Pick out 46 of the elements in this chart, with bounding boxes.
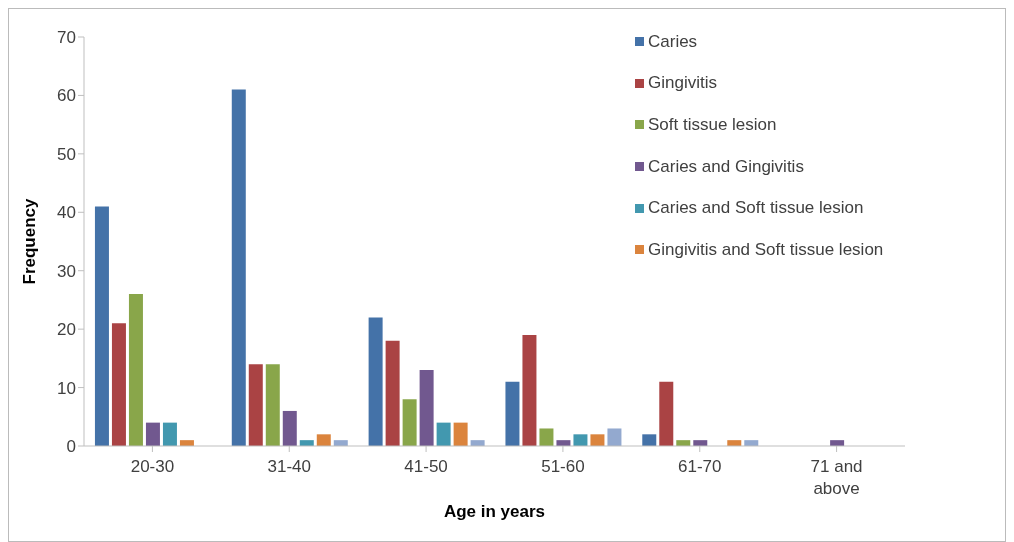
bar [231,89,246,446]
bar [368,317,383,446]
legend-label: Soft tissue lesion [648,114,777,135]
bar [385,340,400,446]
y-tick-label: 0 [66,437,76,457]
x-tick-label: 31-40 [267,457,311,476]
legend-label: Gingivitis [648,73,717,94]
bar [659,381,674,446]
bar [402,399,417,446]
x-tick-label: 71 and above [810,457,863,498]
bar [419,370,434,446]
bar [111,323,126,446]
bar [128,294,143,446]
bar [642,434,657,446]
y-tick-label: 20 [57,320,76,340]
x-tick-label: 51-60 [541,457,585,476]
x-tick-label: 20-30 [130,457,175,476]
y-tick-label: 30 [57,261,76,281]
bar [248,364,263,446]
bar [522,334,537,446]
legend-label: Gingivitis and Soft tissue lesion [648,239,884,260]
y-tick-label: 60 [57,86,76,106]
y-tick-label: 40 [57,203,76,223]
bar [573,434,588,446]
bar [436,422,451,446]
bar [94,206,109,446]
bar [316,434,331,446]
legend-label: Caries and Soft tissue lesion [648,198,864,219]
bar [607,428,622,446]
bar [505,381,520,446]
bar [145,422,160,446]
y-axis-title: Frequency [20,197,40,285]
bar [539,428,554,446]
bar [453,422,468,446]
bar [282,410,297,446]
x-tick-label: 61-70 [678,457,722,476]
x-axis-title: Age in years [443,502,546,521]
y-tick-label: 50 [57,144,76,164]
bar [162,422,177,446]
bar [265,364,280,446]
y-tick-label: 10 [57,378,76,398]
legend-label: Caries [648,31,698,52]
legend-label: Caries and Gingivitis [648,156,804,177]
x-tick-label: 41-50 [404,457,448,476]
y-tick-label: 70 [57,28,76,48]
bar [590,434,605,446]
